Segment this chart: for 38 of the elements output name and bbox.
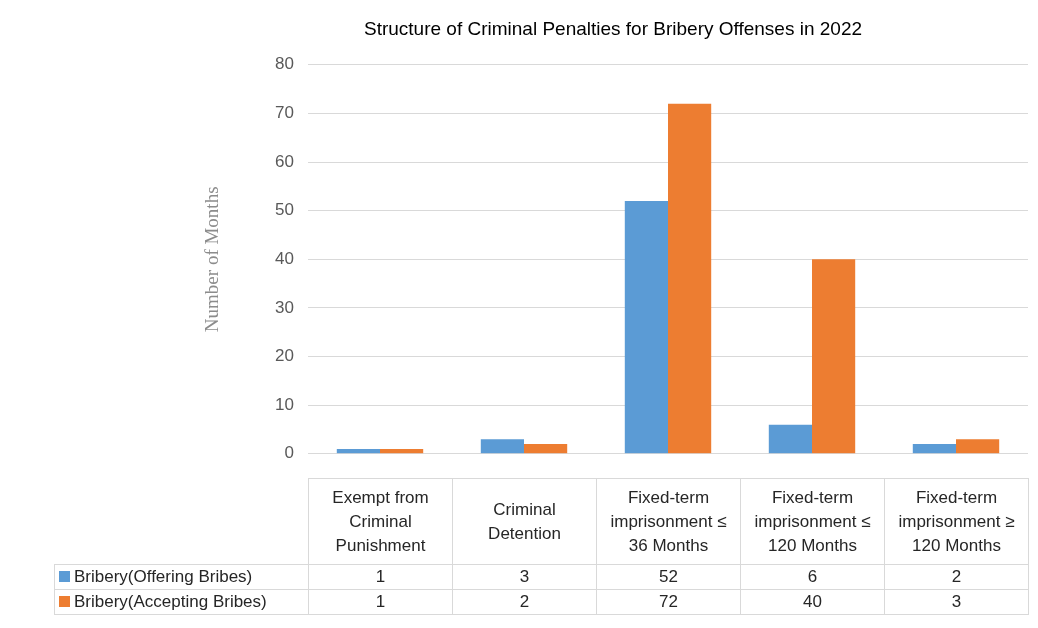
data-label: 6 bbox=[740, 564, 885, 590]
bar bbox=[624, 200, 668, 454]
x-tick-label: Exempt from Criminal Punishment bbox=[308, 478, 453, 565]
legend-label: Bribery(Offering Bribes) bbox=[54, 564, 309, 590]
data-label: 2 bbox=[452, 589, 597, 615]
y-tick-label: 20 bbox=[275, 346, 294, 366]
data-label: 3 bbox=[452, 564, 597, 590]
bar bbox=[812, 259, 856, 454]
data-label: 3 bbox=[884, 589, 1029, 615]
y-tick-label: 70 bbox=[275, 103, 294, 123]
x-tick-label: Fixed-term imprisonment ≤ 36 Months bbox=[596, 478, 741, 565]
data-label: 52 bbox=[596, 564, 741, 590]
data-label: 2 bbox=[884, 564, 1029, 590]
bar bbox=[336, 448, 380, 454]
bar bbox=[668, 103, 712, 454]
y-tick-label: 10 bbox=[275, 394, 294, 414]
y-tick-label: 0 bbox=[284, 443, 294, 463]
data-label: 72 bbox=[596, 589, 741, 615]
y-tick-label: 80 bbox=[275, 54, 294, 74]
y-axis-title: Number of Months bbox=[201, 186, 223, 333]
bar bbox=[380, 448, 424, 454]
y-tick-label: 40 bbox=[275, 248, 294, 268]
x-tick-label: Criminal Detention bbox=[452, 478, 597, 565]
chart-title: Structure of Criminal Penalties for Bribery Offenses in 2022 bbox=[363, 17, 863, 39]
y-tick-label: 60 bbox=[275, 151, 294, 171]
x-tick-label: Fixed-term imprisonment ≤ 120 Months bbox=[740, 478, 885, 565]
legend-label: Bribery(Accepting Bribes) bbox=[54, 589, 309, 615]
y-tick-label: 50 bbox=[275, 200, 294, 220]
bar bbox=[480, 439, 524, 454]
data-label: 1 bbox=[308, 564, 453, 590]
bar bbox=[912, 444, 956, 454]
bar bbox=[956, 439, 1000, 454]
data-label: 40 bbox=[740, 589, 885, 615]
bar bbox=[768, 424, 812, 454]
y-tick-label: 30 bbox=[275, 297, 294, 317]
data-label: 1 bbox=[308, 589, 453, 615]
x-tick-label: Fixed-term imprisonment ≥ 120 Months bbox=[884, 478, 1029, 565]
bar bbox=[524, 444, 568, 454]
